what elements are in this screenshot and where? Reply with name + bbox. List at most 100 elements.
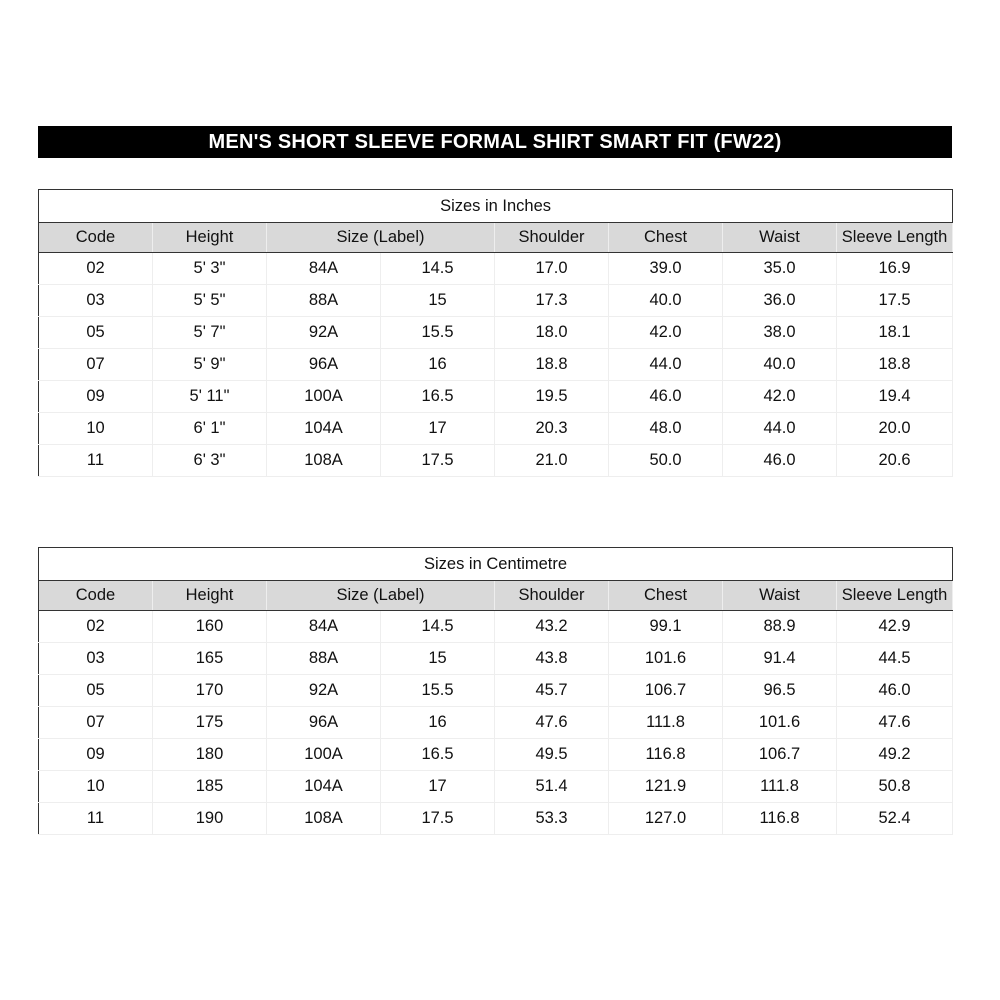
table-cell: 42.9 [836,610,954,643]
table-cell: 180 [152,738,267,771]
table-cell: 121.9 [608,770,723,803]
table-row: 05 5' 7" 92A 15.5 18.0 42.0 38.0 18.1 [38,316,954,349]
table-cell: 18.0 [494,316,609,349]
table-cell: 96A [266,706,381,739]
table-cell: 160 [152,610,267,643]
table-cell: 116.8 [722,802,837,835]
table-cell: 108A [266,444,381,477]
table-cell: 36.0 [722,284,837,317]
table-row: 05 170 92A 15.5 45.7 106.7 96.5 46.0 [38,674,954,707]
table-cell: 07 [38,348,153,381]
table-cell: 43.2 [494,610,609,643]
table-cell: 99.1 [608,610,723,643]
table-cell: 5' 3" [152,252,267,285]
table-cell: 17.3 [494,284,609,317]
table-cell: 15.5 [380,316,495,349]
table-row: 10 6' 1" 104A 17 20.3 48.0 44.0 20.0 [38,412,954,445]
table-cell: 50.0 [608,444,723,477]
table-cell: 104A [266,412,381,445]
table-cell: 40.0 [722,348,837,381]
table-cell: 6' 3" [152,444,267,477]
table-cell: 44.0 [722,412,837,445]
table-cell: 05 [38,316,153,349]
table-cell: 111.8 [722,770,837,803]
table-cell: 14.5 [380,252,495,285]
column-header: Shoulder [494,580,609,611]
table-cell: 88.9 [722,610,837,643]
table-cell: 35.0 [722,252,837,285]
table-cell: 111.8 [608,706,723,739]
table-cell: 09 [38,738,153,771]
table-cell: 92A [266,674,381,707]
column-header: Chest [608,580,723,611]
table-cell: 106.7 [722,738,837,771]
table-cell: 10 [38,770,153,803]
table-cell: 17.5 [380,444,495,477]
table-cell: 17.0 [494,252,609,285]
column-header: Sleeve Length [836,580,954,611]
table-cell: 43.8 [494,642,609,675]
table-row: 02 5' 3" 84A 14.5 17.0 39.0 35.0 16.9 [38,252,954,285]
table-cell: 53.3 [494,802,609,835]
table-cell: 02 [38,252,153,285]
table-cell: 51.4 [494,770,609,803]
table-cell: 108A [266,802,381,835]
table-cell: 92A [266,316,381,349]
table-cell: 116.8 [608,738,723,771]
column-header: Code [38,222,153,253]
column-header: Chest [608,222,723,253]
table-cell: 91.4 [722,642,837,675]
table-cell: 5' 9" [152,348,267,381]
table-cell: 6' 1" [152,412,267,445]
table-cell: 106.7 [608,674,723,707]
table-row: 11 190 108A 17.5 53.3 127.0 116.8 52.4 [38,802,954,835]
table-cell: 17.5 [836,284,954,317]
table-row: 10 185 104A 17 51.4 121.9 111.8 50.8 [38,770,954,803]
table-cell: 11 [38,444,153,477]
column-header: Sleeve Length [836,222,954,253]
table-cell: 104A [266,770,381,803]
column-header: Size (Label) [266,580,495,611]
table-cell: 49.2 [836,738,954,771]
table-cell: 52.4 [836,802,954,835]
table-cell: 20.0 [836,412,954,445]
table-row: 07 5' 9" 96A 16 18.8 44.0 40.0 18.8 [38,348,954,381]
table-row: 02 160 84A 14.5 43.2 99.1 88.9 42.9 [38,610,954,643]
table-cell: 45.7 [494,674,609,707]
table-cell: 88A [266,642,381,675]
table-cell: 165 [152,642,267,675]
table-cell: 49.5 [494,738,609,771]
table-cell: 127.0 [608,802,723,835]
table-cell: 14.5 [380,610,495,643]
table-cell: 18.1 [836,316,954,349]
column-header: Size (Label) [266,222,495,253]
table-cell: 185 [152,770,267,803]
table-cell: 5' 7" [152,316,267,349]
table-cell: 16.9 [836,252,954,285]
table-cell: 21.0 [494,444,609,477]
table-cell: 190 [152,802,267,835]
table-cell: 42.0 [608,316,723,349]
table-cell: 19.4 [836,380,954,413]
table-row: 03 5' 5" 88A 15 17.3 40.0 36.0 17.5 [38,284,954,317]
table-cell: 07 [38,706,153,739]
table-cell: 17 [380,770,495,803]
table-cell: 50.8 [836,770,954,803]
table-cell: 47.6 [494,706,609,739]
table-cell: 46.0 [836,674,954,707]
page-title: MEN'S SHORT SLEEVE FORMAL SHIRT SMART FI… [38,126,952,158]
table-cell: 175 [152,706,267,739]
table-cell: 47.6 [836,706,954,739]
table-cell: 16.5 [380,738,495,771]
table-cell: 03 [38,642,153,675]
table-cell: 44.0 [608,348,723,381]
table-cell: 16 [380,348,495,381]
table-cell: 100A [266,380,381,413]
table-cell: 48.0 [608,412,723,445]
table-cell: 84A [266,252,381,285]
table-caption: Sizes in Centimetre [38,547,953,581]
table-cell: 5' 5" [152,284,267,317]
column-header: Height [152,222,267,253]
table-cell: 42.0 [722,380,837,413]
table-cell: 20.6 [836,444,954,477]
